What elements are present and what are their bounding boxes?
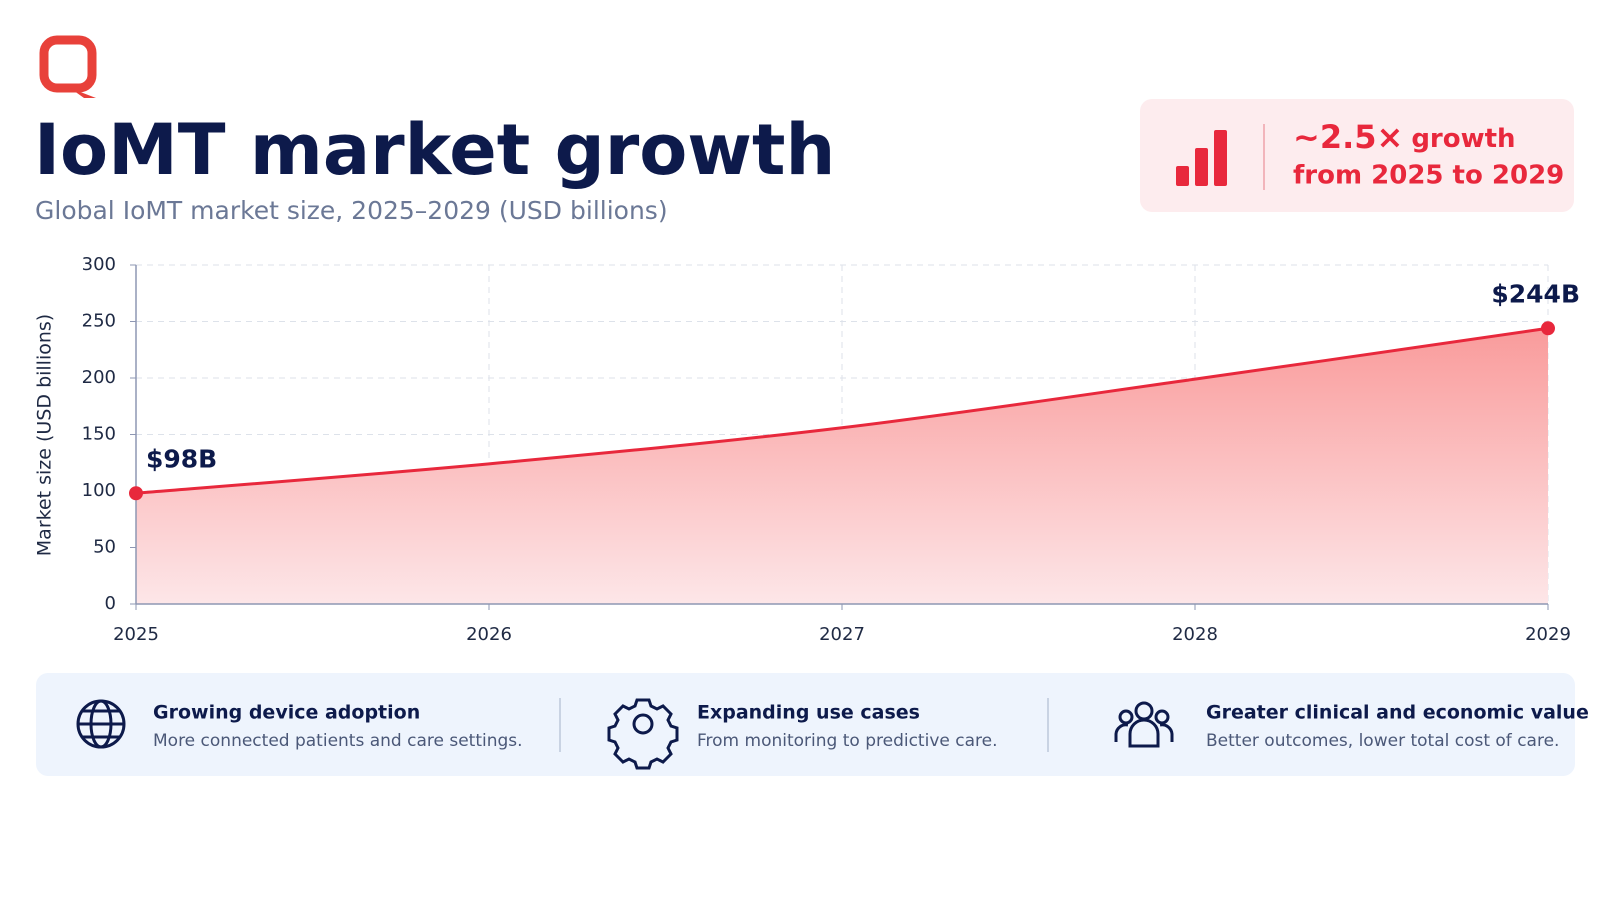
logo <box>39 35 97 98</box>
plot: 0 50 100 150 200 250 300 2025 2026 2027 2028 2029 $9… <box>82 254 1580 645</box>
value-label: $98B <box>146 444 217 473</box>
x-tick-label: 2027 <box>819 624 865 645</box>
y-tick-label: 100 <box>82 480 116 501</box>
y-axis-label: Market size (USD billions) <box>34 314 56 556</box>
globe-icon <box>76 699 126 749</box>
value-label: $244B <box>1491 279 1580 308</box>
y-tick-label: 50 <box>93 537 116 558</box>
driver-title: Expanding use cases <box>697 702 920 724</box>
callout-highlight: ~2.5× <box>1293 118 1403 156</box>
driver-text: From monitoring to predictive care. <box>697 731 997 751</box>
callout-line-1: ~2.5× growth <box>1293 118 1516 156</box>
driver-text: More connected patients and care setting… <box>153 731 523 751</box>
y-tick-label: 200 <box>82 367 116 388</box>
point <box>1541 321 1555 336</box>
title: IoMT market growth <box>34 109 835 191</box>
subtitle: Global IoMT market size, 2025–2029 (USD … <box>35 196 668 225</box>
point <box>129 486 143 501</box>
y-tick-label: 250 <box>82 311 116 332</box>
driver-title: Greater clinical and economic value <box>1206 702 1589 724</box>
callout-text: growth <box>1411 124 1515 154</box>
x-tick-label: 2029 <box>1525 624 1571 645</box>
area <box>136 328 1548 604</box>
driver-text: Better outcomes, lower total cost of car… <box>1206 731 1559 751</box>
line <box>135 326 1549 495</box>
x-tick-label: 2028 <box>1172 624 1218 645</box>
y-tick-label: 0 <box>105 593 116 614</box>
gear-icon <box>607 698 679 770</box>
y-tick-label: 300 <box>82 254 116 275</box>
callout-line-2: from 2025 to 2029 <box>1293 161 1564 191</box>
driver-title: Growing device adoption <box>153 702 420 724</box>
drivers-panel <box>36 673 1575 776</box>
y-tick-label: 150 <box>82 424 116 445</box>
x-tick-label: 2026 <box>466 624 512 645</box>
people-icon <box>1114 701 1174 748</box>
x-tick-label: 2025 <box>113 624 159 645</box>
callout: ~2.5× growth from 2025 to 2029 <box>1140 99 1574 212</box>
